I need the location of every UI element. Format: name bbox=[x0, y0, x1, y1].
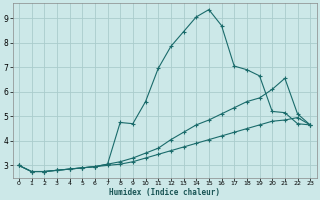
X-axis label: Humidex (Indice chaleur): Humidex (Indice chaleur) bbox=[109, 188, 220, 197]
